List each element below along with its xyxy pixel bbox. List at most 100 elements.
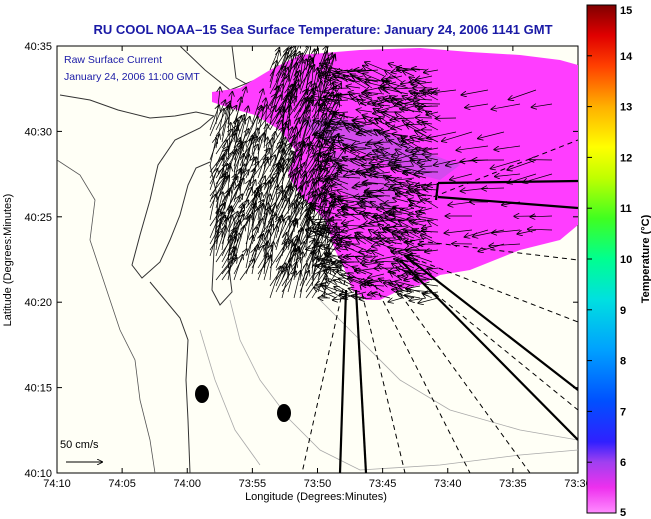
current-vector: [347, 86, 361, 88]
colorbar-tick-label: 5: [620, 507, 626, 519]
current-vector: [417, 216, 439, 221]
current-vector: [386, 123, 403, 131]
current-vector: [275, 163, 279, 203]
chart-title: RU COOL NOAA–15 Sea Surface Temperature:…: [93, 22, 552, 37]
current-vector: [346, 128, 367, 137]
current-vector: [372, 293, 391, 299]
x-tick-label: 73:55: [239, 478, 267, 490]
current-vector: [209, 105, 219, 131]
current-vector: [209, 195, 215, 221]
inset-label-line1: Raw Surface Current: [64, 54, 162, 66]
current-vector: [352, 142, 367, 145]
colorbar-tick-label: 13: [620, 102, 632, 114]
current-vectors: [209, 46, 553, 304]
current-vector: [423, 92, 439, 101]
current-vector: [412, 82, 433, 85]
colorbar-tick-label: 10: [620, 254, 632, 266]
current-vector: [275, 269, 287, 293]
current-vector: [221, 104, 230, 143]
current-vector: [372, 165, 385, 173]
current-vector: [427, 131, 457, 138]
current-vector: [344, 225, 361, 226]
current-vector: [424, 70, 439, 73]
current-vector: [357, 110, 373, 112]
x-tick-label: 74:10: [43, 478, 71, 490]
current-vector: [390, 211, 409, 214]
current-vector: [384, 213, 409, 221]
colorbar-tick-label: 11: [620, 203, 632, 215]
current-vector: [245, 209, 258, 245]
inland-line: [57, 159, 156, 473]
current-vector: [215, 177, 229, 203]
current-vector: [257, 133, 264, 155]
current-vector: [413, 278, 439, 280]
current-vector: [419, 196, 439, 209]
bay-coast: [59, 94, 216, 279]
current-vector: [387, 76, 403, 80]
current-vector: [388, 247, 409, 250]
x-tick-label: 73:50: [304, 478, 332, 490]
y-tick-label: 40:35: [24, 41, 52, 53]
current-vector: [209, 231, 222, 251]
x-axis-label: Longitude (Degrees:Minutes): [245, 491, 387, 503]
current-vector: [227, 251, 234, 281]
current-vector: [393, 226, 409, 227]
colorbar-tick-label: 9: [620, 305, 626, 317]
current-vector: [384, 202, 397, 203]
current-vector: [332, 184, 343, 186]
current-vector: [364, 117, 385, 131]
current-vector: [374, 144, 385, 148]
current-vector: [358, 232, 379, 245]
current-vector: [337, 190, 355, 197]
site-marker-1: [195, 385, 209, 403]
current-vector: [281, 264, 291, 299]
current-vector: [269, 267, 280, 299]
current-vector: [368, 273, 385, 278]
current-vector: [326, 279, 349, 293]
current-vector: [394, 178, 415, 180]
current-vector: [432, 90, 457, 93]
current-vector: [396, 153, 415, 160]
current-vector: [269, 67, 285, 95]
current-vector: [233, 255, 242, 281]
current-vector: [411, 254, 433, 263]
current-vector: [410, 137, 433, 143]
current-vector: [428, 221, 439, 227]
current-vector: [478, 131, 505, 139]
x-tick-label: 74:00: [173, 478, 201, 490]
x-tick-label: 73:40: [434, 478, 462, 490]
current-vector: [311, 269, 331, 299]
current-vector: [365, 62, 385, 71]
y-tick-label: 40:30: [24, 126, 52, 138]
current-vector: [389, 140, 409, 149]
current-vector: [509, 89, 537, 100]
current-vector: [530, 216, 553, 217]
current-vector: [424, 189, 439, 190]
current-vector: [363, 74, 385, 83]
current-vector: [358, 100, 367, 107]
current-vector: [502, 202, 521, 205]
current-vector: [450, 173, 473, 180]
current-vector: [422, 122, 439, 131]
colorbar-tick-label: 14: [620, 51, 633, 63]
current-vector: [317, 193, 323, 221]
current-vector: [275, 220, 284, 251]
current-vector: [517, 229, 537, 234]
current-vector: [415, 190, 427, 191]
current-vector: [495, 174, 521, 177]
current-vector: [424, 148, 439, 151]
current-vector: [300, 59, 303, 83]
current-vector: [492, 103, 521, 109]
current-vector: [245, 215, 250, 251]
current-vector: [368, 282, 385, 293]
current-vector: [305, 270, 326, 299]
current-vector: [416, 118, 433, 119]
current-vector: [293, 271, 301, 299]
current-vector: [416, 80, 427, 82]
current-vector: [275, 216, 289, 245]
current-vector: [412, 229, 433, 239]
bathy-contour-2: [199, 329, 261, 466]
current-vector: [353, 267, 373, 275]
x-tick-label: 73:35: [499, 478, 527, 490]
